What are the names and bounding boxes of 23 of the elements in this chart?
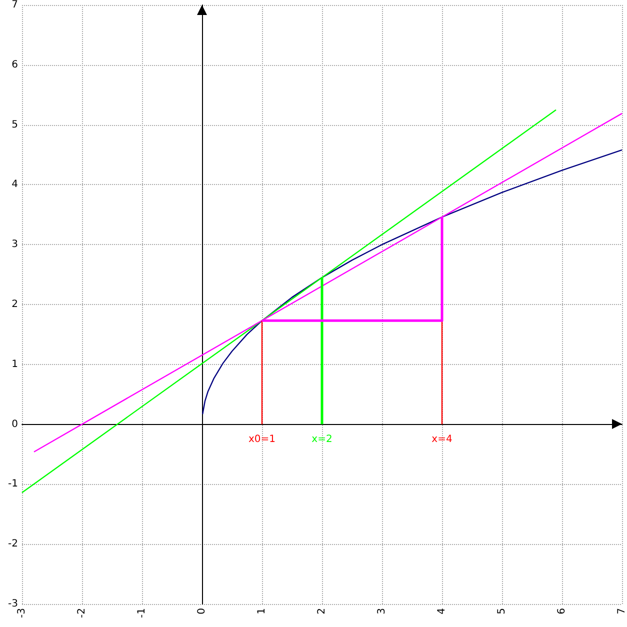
y-tick-label: 7 [12,0,18,10]
x-tick-label: 1 [256,608,268,614]
x-tick-label: 3 [376,608,388,614]
y-tick-label: 6 [12,59,18,70]
x-tick-label: 6 [556,608,568,614]
annotation: x=4 [432,434,452,445]
y-tick-label: -2 [8,538,18,550]
x-tick-label: 4 [436,608,448,614]
y-tick-label: 4 [12,179,18,190]
y-tick-label: 0 [12,418,18,430]
x-tick-label: 2 [316,608,328,614]
x-tick-label: 0 [196,608,208,614]
x-tick-label: 7 [616,608,627,614]
x-tick-label: 5 [496,608,508,614]
annotation: x=2 [312,434,332,445]
annotation: x0=1 [248,434,276,445]
y-tick-label: 2 [12,299,18,310]
x-tick-label: -1 [136,608,148,618]
y-tick-label: 5 [12,119,18,130]
y-tick-label: -1 [8,478,18,490]
y-tick-label: 1 [12,358,18,370]
y-tick-label: 3 [12,239,18,250]
x-tick-label: -2 [76,608,88,618]
